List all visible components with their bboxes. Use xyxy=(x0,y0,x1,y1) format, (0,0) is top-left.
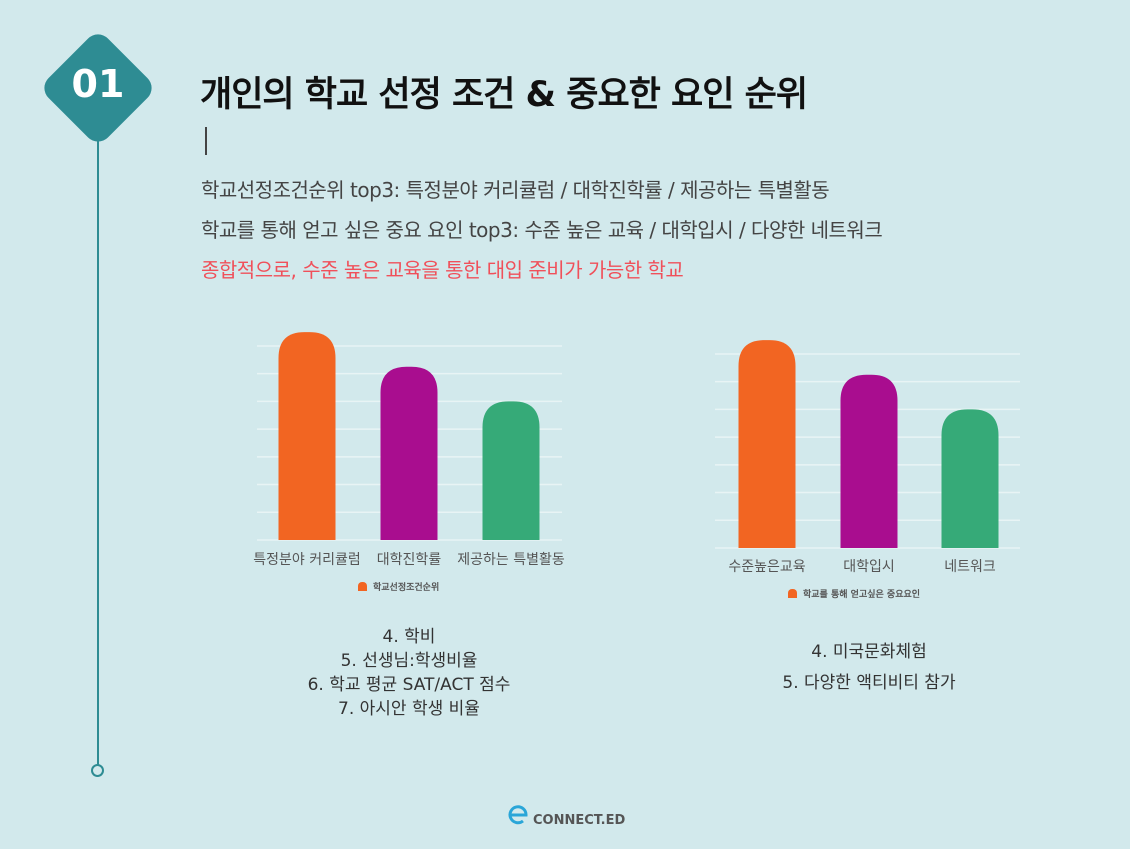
list-item: 5. 선생님:학생비율 xyxy=(340,651,478,671)
legend-swatch xyxy=(358,582,367,591)
bar xyxy=(380,366,438,540)
summary-conclusion: 종합적으로, 수준 높은 교육을 통한 대입 준비가 가능한 학교 xyxy=(201,258,684,282)
summary-line-1: 학교선정조건순위 top3: 특정분야 커리큘럼 / 대학진학률 / 제공하는 … xyxy=(201,178,830,202)
legend: 학교선정조건순위 xyxy=(358,580,439,593)
slide-title: 개인의 학교 선정 조건 & 중요한 요인 순위 xyxy=(200,75,808,115)
x-label: 특정분야 커리큘럼 xyxy=(253,552,361,568)
timeline-line xyxy=(97,140,99,766)
left-extra-list: 4. 학비 5. 선생님:학생비율 6. 학교 평균 SAT/ACT 점수 7.… xyxy=(259,625,559,721)
connect-ed-logo: CONNECT.ED xyxy=(505,802,625,828)
list-item: 6. 학교 평균 SAT/ACT 점수 xyxy=(307,675,511,695)
list-item: 5. 다양한 액티비티 참가 xyxy=(782,673,956,693)
text-cursor xyxy=(205,127,207,155)
list-item: 7. 아시안 학생 비율 xyxy=(338,699,480,719)
x-label: 제공하는 특별활동 xyxy=(457,552,565,568)
summary-line-2: 학교를 통해 얻고 싶은 중요 요인 top3: 수준 높은 교육 / 대학입시… xyxy=(201,218,883,242)
bar xyxy=(941,409,999,548)
list-item: 4. 학비 xyxy=(382,627,436,647)
bar xyxy=(840,374,898,548)
legend-label: 학교를 통해 얻고싶은 중요요인 xyxy=(803,590,921,600)
x-label: 대학입시 xyxy=(843,559,895,575)
list-item: 4. 미국문화체험 xyxy=(811,642,927,662)
legend-label: 학교선정조건순위 xyxy=(373,583,440,593)
timeline-end-dot xyxy=(91,764,104,777)
legend: 학교를 통해 얻고싶은 중요요인 xyxy=(788,587,920,600)
right-extra-list: 4. 미국문화체험 5. 다양한 액티비티 참가 xyxy=(719,637,1019,699)
bar xyxy=(278,332,336,540)
bar xyxy=(738,340,796,548)
logo-e-icon xyxy=(508,805,528,825)
legend-swatch xyxy=(788,589,797,598)
logo-text: CONNECT.ED xyxy=(533,813,626,828)
x-label: 네트워크 xyxy=(944,559,996,575)
section-number: 01 xyxy=(71,62,125,106)
x-label: 수준높은교육 xyxy=(728,559,806,575)
bar xyxy=(482,401,540,540)
x-label: 대학진학률 xyxy=(376,552,442,568)
